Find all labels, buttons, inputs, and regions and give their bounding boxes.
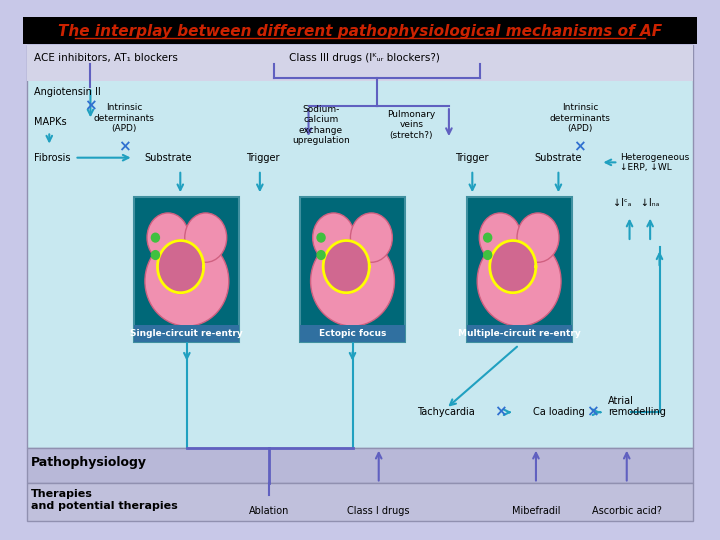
Ellipse shape — [491, 239, 535, 294]
Ellipse shape — [483, 233, 492, 242]
Ellipse shape — [310, 236, 395, 326]
Text: Mibefradil: Mibefradil — [512, 507, 560, 516]
FancyBboxPatch shape — [27, 45, 693, 81]
Text: Angiotensin II: Angiotensin II — [35, 87, 101, 97]
Text: Single-circuit re-entry: Single-circuit re-entry — [130, 329, 243, 338]
Ellipse shape — [324, 239, 368, 294]
Text: Pathophysiology: Pathophysiology — [30, 456, 147, 469]
Text: ×: × — [118, 139, 130, 154]
Text: Tachycardia: Tachycardia — [417, 407, 475, 417]
FancyBboxPatch shape — [135, 325, 239, 342]
Text: Therapies
and potential therapies: Therapies and potential therapies — [30, 489, 177, 511]
Ellipse shape — [316, 250, 325, 260]
FancyBboxPatch shape — [23, 17, 697, 44]
Text: ×: × — [84, 99, 96, 114]
Text: Intrinsic
determinants
(APD): Intrinsic determinants (APD) — [549, 104, 611, 133]
Text: Class III drugs (Iᴷᵤᵣ blockers?): Class III drugs (Iᴷᵤᵣ blockers?) — [289, 53, 440, 64]
Text: ACE inhibitors, AT₁ blockers: ACE inhibitors, AT₁ blockers — [35, 53, 178, 64]
Ellipse shape — [158, 239, 202, 294]
Ellipse shape — [312, 213, 355, 262]
Ellipse shape — [351, 213, 392, 262]
Text: Class I drugs: Class I drugs — [348, 507, 410, 516]
Text: Ascorbic acid?: Ascorbic acid? — [592, 507, 662, 516]
Text: Pulmonary
veins
(stretch?): Pulmonary veins (stretch?) — [387, 110, 436, 140]
FancyBboxPatch shape — [300, 197, 405, 342]
Ellipse shape — [150, 250, 160, 260]
Ellipse shape — [483, 250, 492, 260]
Text: Ectopic focus: Ectopic focus — [319, 329, 386, 338]
Ellipse shape — [145, 236, 229, 326]
Text: Ca loading: Ca loading — [533, 407, 585, 417]
Text: ×: × — [494, 405, 507, 420]
Text: Substrate: Substrate — [534, 153, 582, 163]
Text: Fibrosis: Fibrosis — [35, 153, 71, 163]
FancyBboxPatch shape — [135, 197, 239, 342]
Text: The interplay between different pathophysiological mechanisms of AF: The interplay between different pathophy… — [58, 24, 662, 39]
Ellipse shape — [147, 213, 189, 262]
Text: ×: × — [574, 139, 586, 154]
Text: Trigger: Trigger — [456, 153, 489, 163]
FancyBboxPatch shape — [467, 325, 572, 342]
Text: Ablation: Ablation — [249, 507, 289, 516]
Text: Substrate: Substrate — [145, 153, 192, 163]
Text: ↓Iᶜₐ   ↓Iₙₐ: ↓Iᶜₐ ↓Iₙₐ — [613, 198, 660, 207]
Ellipse shape — [480, 213, 521, 262]
Text: Trigger: Trigger — [246, 153, 279, 163]
Ellipse shape — [517, 213, 559, 262]
FancyBboxPatch shape — [467, 197, 572, 342]
FancyBboxPatch shape — [27, 483, 693, 521]
FancyBboxPatch shape — [300, 325, 405, 342]
Text: Intrinsic
determinants
(APD): Intrinsic determinants (APD) — [94, 104, 155, 133]
Ellipse shape — [185, 213, 227, 262]
Ellipse shape — [316, 233, 325, 242]
FancyBboxPatch shape — [27, 448, 693, 483]
FancyBboxPatch shape — [27, 45, 693, 448]
Text: Atrial
remodelling: Atrial remodelling — [608, 396, 666, 417]
Text: ×: × — [586, 405, 598, 420]
Ellipse shape — [150, 233, 160, 242]
Text: Sodium-
calcium
exchange
upregulation: Sodium- calcium exchange upregulation — [292, 105, 350, 145]
Ellipse shape — [477, 236, 561, 326]
Text: Multiple-circuit re-entry: Multiple-circuit re-entry — [458, 329, 580, 338]
Text: Heterogeneous
↓ERP, ↓WL: Heterogeneous ↓ERP, ↓WL — [620, 153, 690, 172]
Text: MAPKs: MAPKs — [35, 117, 67, 127]
